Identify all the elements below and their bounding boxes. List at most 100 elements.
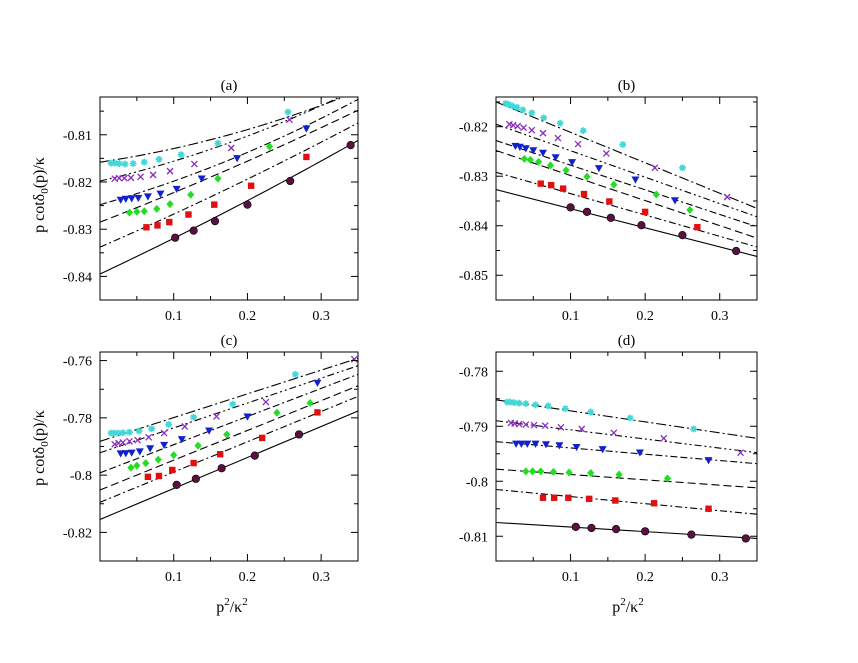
point-0-1-5: [247, 182, 255, 189]
point-1-2-1: [526, 155, 534, 164]
x-tick-label-0-0: 0.1: [165, 309, 183, 324]
point-3-5-5: [532, 401, 539, 409]
point-1-3-6: [568, 159, 577, 167]
point-1-4-9: [651, 164, 659, 172]
point-2-4-8: [213, 412, 220, 420]
point-1-0-3: [637, 221, 646, 230]
point-0-2-7: [265, 142, 274, 151]
y-tick-label-3-1: -0.8: [466, 475, 488, 490]
point-0-5-6: [155, 155, 163, 163]
series-0-set4: [116, 125, 311, 204]
point-2-2-5: [194, 441, 202, 450]
point-1-3-1: [515, 143, 524, 152]
point-3-3-2: [523, 440, 532, 448]
point-1-2-3: [546, 161, 555, 170]
fit-line-1-5: [496, 101, 757, 209]
point-2-5-4: [126, 428, 133, 436]
point-1-5-2: [509, 102, 516, 110]
point-0-4-1: [115, 174, 123, 182]
series-0-set5: [111, 116, 293, 183]
point-1-5-6: [540, 114, 548, 122]
y-tick-label-3-3: -0.78: [459, 365, 488, 380]
point-3-3-3: [531, 440, 540, 448]
plot-frame-2: [99, 351, 359, 562]
point-0-2-0: [125, 208, 134, 217]
fit-line-2-0: [100, 410, 358, 520]
point-1-1-4: [606, 198, 613, 205]
panel-title-3: (d): [618, 333, 636, 349]
y-tick-label-0-2: -0.82: [63, 176, 92, 191]
point-0-4-9: [285, 116, 293, 124]
point-2-0-2: [217, 464, 226, 473]
point-0-5-1: [111, 159, 119, 167]
point-2-5-5: [135, 427, 143, 435]
point-0-1-0: [143, 224, 150, 231]
point-0-3-1: [121, 195, 130, 203]
point-3-0-0: [571, 522, 580, 532]
series-1-set3: [520, 154, 694, 214]
x-tick-label-1-0: 0.1: [562, 309, 580, 324]
point-1-2-6: [610, 180, 618, 189]
point-2-5-8: [190, 413, 198, 421]
point-1-5-8: [579, 127, 587, 135]
point-2-2-8: [306, 398, 314, 407]
x-tick-label-2-1: 0.2: [239, 570, 257, 585]
point-1-5-0: [502, 100, 510, 107]
point-2-4-6: [160, 429, 168, 437]
series-2-set2: [144, 409, 321, 481]
fit-line-1-4: [496, 123, 757, 218]
point-3-1-4: [612, 497, 619, 504]
point-1-5-7: [556, 119, 564, 127]
point-0-3-8: [233, 155, 242, 163]
series-2-set4: [116, 379, 322, 458]
series-3-set5: [507, 419, 745, 457]
panel-title-2: (c): [221, 333, 238, 349]
point-0-1-1: [154, 222, 161, 229]
point-3-2-0: [522, 467, 530, 476]
series-3-set6: [503, 398, 698, 433]
point-3-0-5: [741, 534, 750, 543]
x-tick-label-0-1: 0.2: [239, 309, 257, 324]
point-2-5-9: [229, 400, 237, 408]
point-0-3-9: [302, 125, 311, 133]
series-0-set3: [125, 142, 274, 217]
x-tick-label-3-2: 0.3: [711, 570, 729, 585]
fit-line-2-3: [100, 373, 358, 474]
point-2-2-2: [142, 459, 150, 468]
point-2-3-5: [160, 441, 169, 450]
point-3-4-5: [541, 422, 549, 430]
point-3-4-3: [522, 421, 530, 429]
plot-area-2: [100, 355, 358, 520]
point-1-2-0: [520, 154, 528, 163]
point-2-1-2: [169, 466, 176, 474]
point-2-3-1: [121, 450, 130, 458]
series-1-set6: [502, 100, 686, 172]
fit-line-1-2: [496, 149, 757, 239]
point-0-1-6: [303, 153, 310, 161]
point-0-5-7: [177, 151, 185, 158]
point-3-0-2: [611, 524, 621, 534]
point-3-4-6: [557, 423, 565, 431]
point-2-0-4: [294, 430, 304, 439]
point-0-5-4: [129, 160, 137, 167]
point-1-1-6: [694, 224, 701, 231]
point-1-1-0: [537, 180, 544, 187]
point-0-5-5: [140, 158, 148, 166]
series-1-set5: [505, 120, 731, 201]
point-3-1-6: [705, 505, 712, 512]
point-3-3-5: [555, 442, 564, 450]
point-3-2-7: [663, 474, 672, 483]
point-2-4-5: [145, 433, 153, 441]
point-1-3-2: [521, 145, 530, 153]
plot-frame-1: [495, 96, 758, 301]
point-2-3-8: [243, 413, 252, 421]
point-0-5-8: [214, 139, 222, 147]
y-tick-label-0-0: -0.84: [63, 270, 92, 285]
y-tick-label-3-2: -0.79: [459, 420, 488, 435]
point-0-1-4: [211, 201, 218, 208]
point-0-1-2: [166, 218, 173, 226]
point-0-4-5: [149, 171, 157, 179]
point-3-1-5: [650, 500, 658, 507]
point-1-5-9: [619, 141, 627, 148]
